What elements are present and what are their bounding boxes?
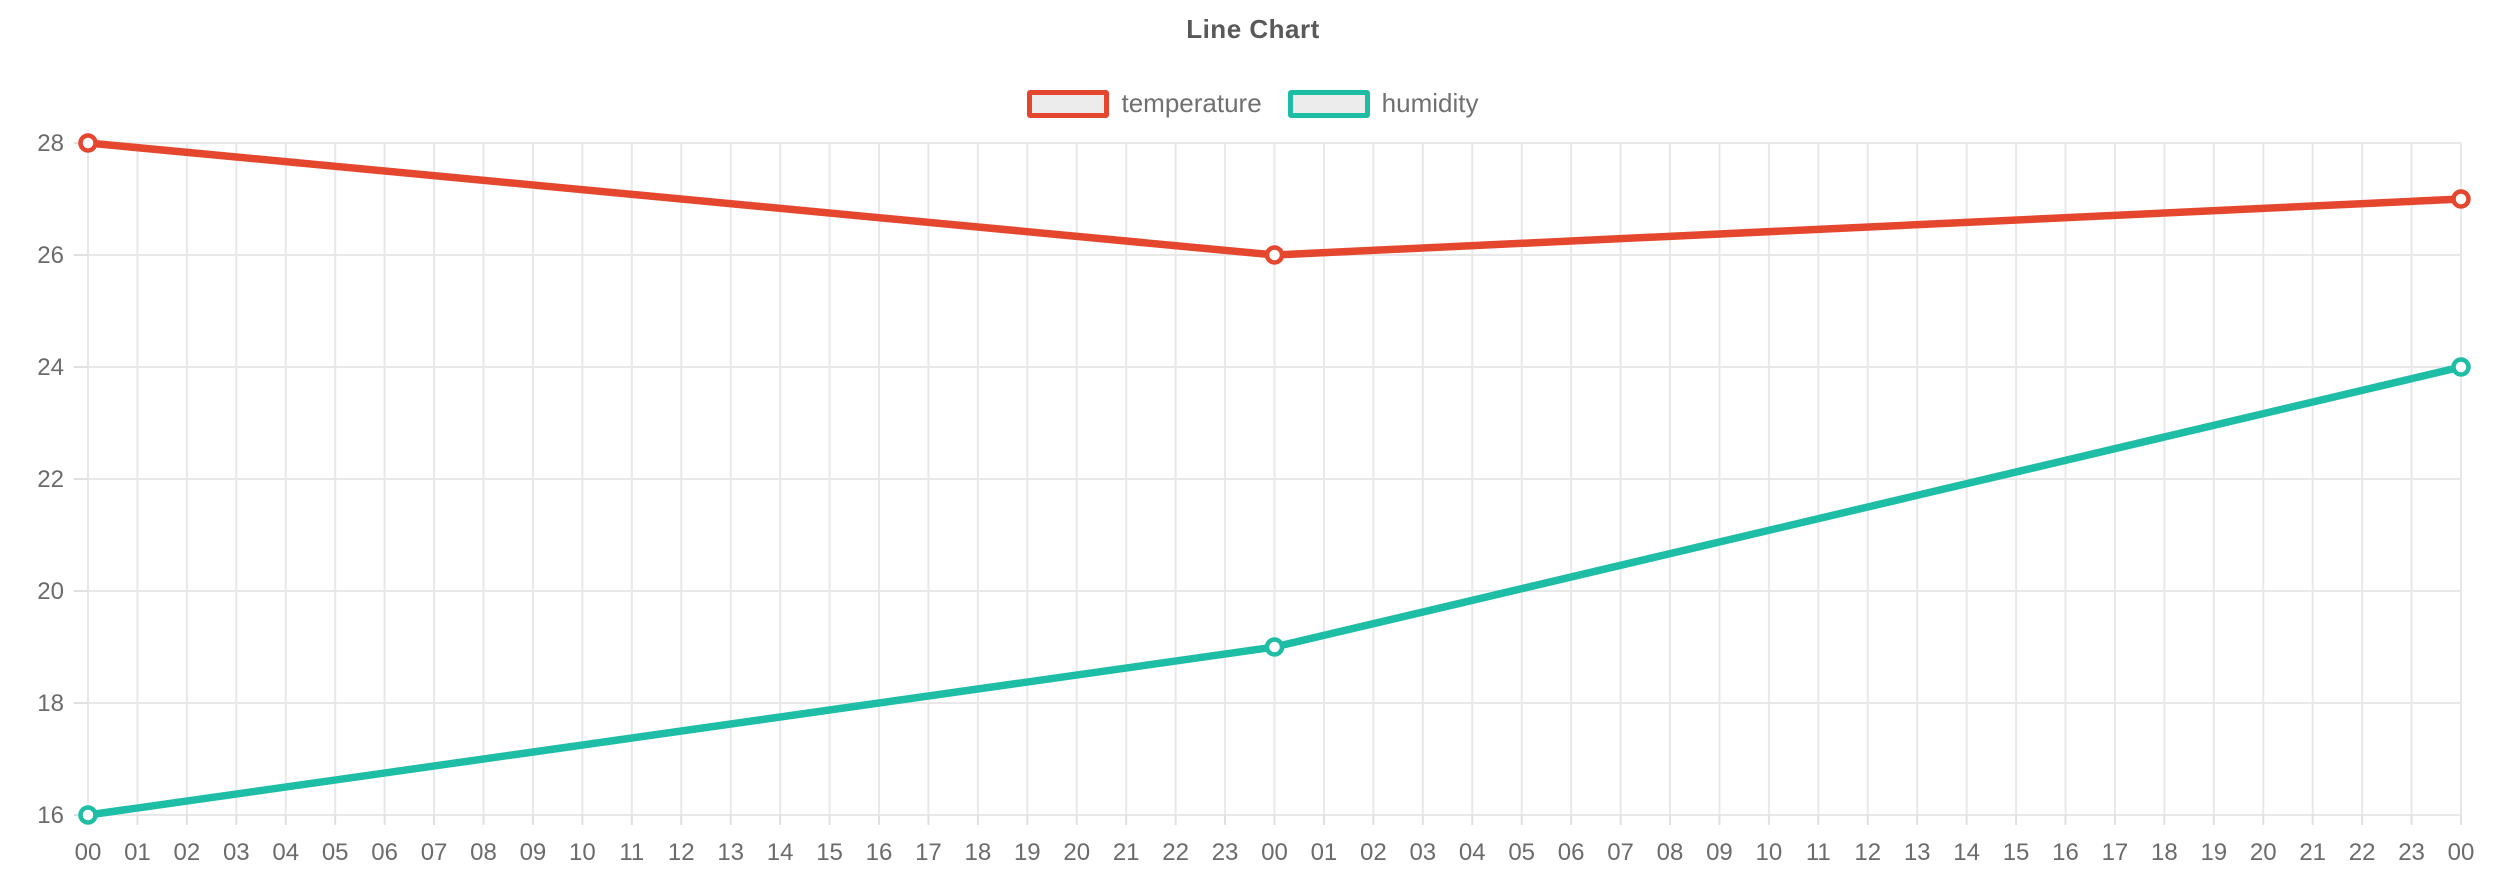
x-axis-label: 08 — [1657, 839, 1684, 866]
x-axis-label: 11 — [1806, 839, 1831, 866]
x-axis-label: 05 — [1508, 839, 1535, 866]
x-axis-label: 13 — [1904, 839, 1931, 866]
chart-title: Line Chart — [1186, 14, 1320, 44]
legend-swatch-temperature-icon — [1027, 89, 1110, 118]
y-axis-label: 22 — [37, 466, 64, 493]
x-axis-labels: 00 01 02 03 04 05 06 07 08 09 10 11 12 13 14 15 16 17 18 19… — [75, 839, 2475, 866]
x-axis-label: 18 — [2151, 839, 2178, 866]
y-axis-label: 26 — [37, 242, 64, 269]
x-axis-label: 14 — [767, 839, 794, 866]
x-axis-label: 04 — [1459, 839, 1486, 866]
data-point-humidity[interactable] — [2451, 357, 2471, 377]
x-axis-label: 10 — [569, 839, 596, 866]
data-point-temperature[interactable] — [1264, 245, 1285, 265]
x-axis-label: 01 — [1311, 839, 1338, 866]
x-axis-label: 00 — [2448, 839, 2475, 866]
x-axis-label: 08 — [470, 839, 497, 866]
x-axis-label: 00 — [75, 839, 102, 866]
y-axis-label: 16 — [37, 802, 64, 829]
x-axis-label: 01 — [124, 839, 151, 866]
y-axis-label: 24 — [37, 354, 64, 381]
x-axis-label: 10 — [1756, 839, 1783, 866]
y-axis-label: 20 — [37, 578, 64, 605]
x-axis-label: 13 — [717, 839, 744, 866]
x-axis-label: 06 — [371, 839, 398, 866]
x-axis-label: 18 — [965, 839, 992, 866]
x-axis-label: 11 — [619, 839, 644, 866]
legend-item-temperature[interactable]: temperature — [1027, 88, 1262, 119]
data-point-temperature[interactable] — [78, 133, 98, 153]
x-axis-label: 09 — [520, 839, 547, 866]
x-axis-label: 17 — [915, 839, 942, 866]
data-point-humidity[interactable] — [1264, 637, 1285, 657]
x-axis-label: 19 — [1014, 839, 1041, 866]
x-axis-label: 03 — [223, 839, 250, 866]
y-axis-label: 18 — [37, 690, 64, 717]
y-axis-label: 28 — [37, 130, 64, 157]
x-axis-label: 14 — [1953, 839, 1980, 866]
x-axis-ticks — [87, 815, 2462, 825]
x-axis-label: 22 — [1162, 839, 1189, 866]
x-axis-label: 19 — [2200, 839, 2227, 866]
x-axis-label: 20 — [1063, 839, 1090, 866]
data-point-temperature[interactable] — [2451, 189, 2471, 209]
x-axis-label: 12 — [1854, 839, 1881, 866]
x-axis-label: 15 — [2003, 839, 2030, 866]
x-axis-label: 03 — [1409, 839, 1436, 866]
x-axis-label: 22 — [2349, 839, 2376, 866]
x-axis-label: 04 — [272, 839, 299, 866]
x-axis-label: 15 — [816, 839, 843, 866]
x-axis-label: 09 — [1706, 839, 1733, 866]
chart-legend: temperature humidity — [0, 88, 2506, 119]
x-axis-label: 00 — [1261, 839, 1288, 866]
legend-item-humidity[interactable]: humidity — [1287, 88, 1479, 119]
legend-swatch-humidity-icon — [1287, 89, 1370, 118]
x-axis-label: 02 — [174, 839, 201, 866]
x-axis-label: 16 — [2052, 839, 2079, 866]
x-axis-label: 05 — [322, 839, 349, 866]
x-axis-label: 16 — [866, 839, 893, 866]
x-axis-label: 23 — [2398, 839, 2425, 866]
x-axis-label: 06 — [1558, 839, 1585, 866]
x-axis-label: 07 — [1607, 839, 1634, 866]
x-axis-label: 12 — [668, 839, 695, 866]
data-point-humidity[interactable] — [78, 805, 98, 825]
legend-label-temperature: temperature — [1121, 88, 1262, 118]
x-axis-label: 17 — [2102, 839, 2129, 866]
legend-label-humidity: humidity — [1381, 88, 1479, 118]
x-axis-label: 21 — [2299, 839, 2326, 866]
x-axis-label: 23 — [1212, 839, 1239, 866]
y-axis-ticks — [74, 142, 88, 816]
x-axis-label: 07 — [421, 839, 448, 866]
x-axis-label: 21 — [1113, 839, 1140, 866]
y-axis-labels: 16 18 20 22 24 26 28 — [37, 130, 64, 829]
x-axis-label: 20 — [2250, 839, 2277, 866]
x-axis-label: 02 — [1360, 839, 1387, 866]
